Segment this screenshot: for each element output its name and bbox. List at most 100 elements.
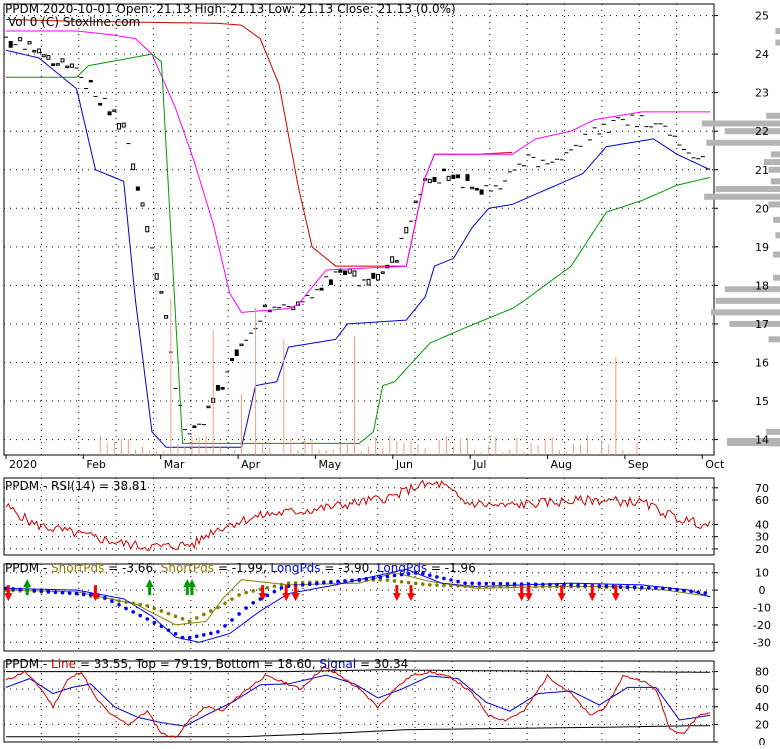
long-pds-dot: [357, 578, 361, 582]
pds-title-part: LongPds: [270, 561, 320, 575]
short-pds-dot: [160, 609, 164, 613]
price-candle: [480, 190, 483, 194]
volume-profile-bar: [716, 186, 780, 192]
long-pds-dot: [82, 592, 86, 596]
short-pds-dot: [485, 585, 489, 589]
long-pds-dot: [32, 589, 36, 593]
volume-profile-bar: [727, 438, 780, 446]
long-pds-dot: [605, 584, 609, 588]
price-candle: [221, 387, 224, 389]
price-candle: [447, 176, 450, 180]
long-pds-dot: [499, 582, 503, 586]
long-pds-dot: [237, 612, 241, 616]
long-pds-dot: [61, 591, 65, 595]
short-pds-dot: [167, 612, 171, 616]
pds-title-part: = -3.66,: [104, 561, 160, 575]
long-pds-dot: [308, 582, 312, 586]
long-pds-dot: [223, 624, 227, 628]
price-candle: [89, 80, 92, 82]
price-candle: [231, 359, 234, 361]
price-candle: [395, 261, 398, 263]
short-pds-dot: [393, 579, 397, 583]
date-axis-label: Sep: [628, 458, 649, 471]
price-candle: [108, 112, 111, 115]
short-pds-dot: [280, 583, 284, 587]
long-pds-dot: [449, 578, 453, 582]
date-axis-label: Jun: [395, 458, 413, 471]
price-candle: [367, 279, 370, 285]
price-candle: [377, 274, 380, 280]
price-candle: [141, 203, 144, 206]
long-pds-dot: [576, 583, 580, 587]
long-pds-dot: [160, 625, 164, 629]
long-pds-dot: [703, 591, 707, 595]
long-pds-dot: [18, 588, 22, 592]
price-candle: [320, 288, 323, 290]
price-axis-tick-label: 23: [755, 87, 769, 100]
volume-profile-bar: [773, 275, 780, 281]
price-axis-tick-label: 14: [755, 434, 769, 447]
long-pds-dot: [654, 586, 658, 590]
short-pds-dot: [138, 603, 142, 607]
price-candle: [391, 257, 394, 262]
long-pds-dot: [668, 587, 672, 591]
rsi-axis-tick-label: 60: [755, 494, 769, 507]
price-candle: [28, 42, 31, 44]
long-pds-dot: [343, 579, 347, 583]
long-pds-dot: [153, 621, 157, 625]
price-candle: [37, 49, 40, 53]
volume-profile-bar: [771, 178, 780, 184]
short-pds-dot: [195, 616, 199, 620]
long-pds-dot: [555, 583, 559, 587]
volume-profile-bar: [775, 28, 780, 34]
short-pds-dot: [117, 599, 121, 603]
signal-axis-tick-label: 40: [755, 701, 769, 714]
price-axis-tick-label: 19: [755, 241, 769, 254]
short-pds-dot: [400, 580, 404, 584]
date-axis-label: Apr: [241, 458, 261, 471]
long-pds-dot: [301, 583, 305, 587]
short-pds-dot: [251, 589, 255, 593]
long-pds-dot: [174, 632, 178, 636]
short-pds-dot: [477, 585, 481, 589]
long-pds-dot: [379, 575, 383, 579]
signal-title-part: = 33.55,: [76, 657, 136, 671]
price-candle: [70, 64, 73, 67]
signal-title-part: PPDM -: [5, 657, 51, 671]
pds-axis-tick-label: -10: [753, 602, 771, 615]
long-pds-dot: [548, 583, 552, 587]
long-pds-dot: [696, 590, 700, 594]
price-axis-tick-label: 21: [755, 164, 769, 177]
short-pds-dot: [188, 620, 192, 624]
price-candle: [339, 270, 342, 272]
volume-profile-bar: [775, 40, 780, 46]
pds-title-part: ShortPds: [51, 561, 104, 575]
long-pds-dot: [322, 581, 326, 585]
volume-profile-bar: [773, 217, 780, 223]
long-pds-dot: [442, 577, 446, 581]
signal-axis-tick-label: 0: [759, 736, 766, 745]
date-axis-label: 2020: [9, 458, 37, 471]
date-axis-label: May: [318, 458, 341, 471]
long-pds-dot: [75, 592, 79, 596]
rsi-axis-tick-label: 40: [755, 518, 769, 531]
volume-profile-bar: [711, 309, 780, 315]
price-candle: [132, 164, 135, 170]
price-candle: [428, 179, 431, 182]
price-candle: [466, 175, 469, 181]
price-axis-tick-label: 16: [755, 356, 769, 369]
signal-axis-tick-label: 60: [755, 683, 769, 696]
price-candle: [475, 188, 478, 190]
volume-profile-bar: [706, 140, 780, 146]
pds-axis-tick-label: -30: [753, 636, 771, 649]
price-candle: [160, 292, 163, 294]
date-axis-label: Oct: [705, 458, 725, 471]
long-pds-dot: [640, 586, 644, 590]
price-candle: [9, 42, 12, 48]
rsi-axis-tick-label: 20: [755, 543, 769, 556]
pds-title-part: = -1.99,: [214, 561, 270, 575]
price-candle: [33, 50, 36, 52]
short-pds-dot: [442, 584, 446, 588]
price-axis-tick-label: 18: [755, 279, 769, 292]
